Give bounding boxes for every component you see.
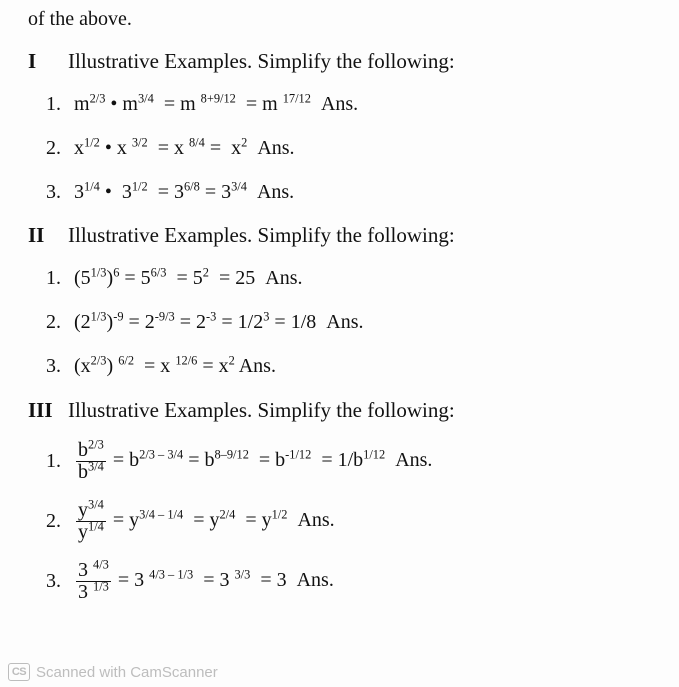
scanner-footer-text: Scanned with CamScanner (36, 664, 218, 681)
item-body: b2/3b3/4 = b2/3 – 3/4 = b8–9/12 = b-1/12… (74, 440, 432, 483)
item-number: 2. (46, 508, 74, 535)
item-body: 31/4 • 31/2 = 36/8 = 33/4 Ans. (74, 179, 294, 206)
list-item: 1. m2/3 • m3/4 = m 8+9/12 = m 17/12 Ans. (46, 89, 651, 119)
section-heading-3: III Illustrative Examples. Simplify the … (28, 396, 651, 424)
section-heading-2: II Illustrative Examples. Simplify the f… (28, 221, 651, 249)
list-item: 1. b2/3b3/4 = b2/3 – 3/4 = b8–9/12 = b-1… (46, 438, 651, 484)
section-title: Illustrative Examples. Simplify the foll… (68, 221, 455, 249)
list-item: 2. (21/3)-9 = 2-9/3 = 2-3 = 1/23 = 1/8 A… (46, 308, 651, 338)
top-fragment: of the above. (28, 6, 651, 33)
item-body: (21/3)-9 = 2-9/3 = 2-3 = 1/23 = 1/8 Ans. (74, 309, 363, 336)
camscanner-icon: CS (8, 663, 30, 681)
item-body: y3/4y1/4 = y3/4 – 1/4 = y2/4 = y1/2 Ans. (74, 500, 335, 543)
list-item: 1. (51/3)6 = 56/3 = 52 = 25 Ans. (46, 264, 651, 294)
item-number: 3. (46, 568, 74, 595)
item-number: 1. (46, 91, 74, 118)
list-item: 3. (x2/3) 6/2 = x 12/6 = x2 Ans. (46, 352, 651, 382)
item-body: 3 4/33 1/3 = 3 4/3 – 1/3 = 3 3/3 = 3 Ans… (74, 560, 334, 603)
section-number: II (28, 221, 68, 249)
section-title: Illustrative Examples. Simplify the foll… (68, 47, 455, 75)
item-number: 2. (46, 135, 74, 162)
item-number: 1. (46, 448, 74, 475)
list-item: 2. x1/2 • x 3/2 = x 8/4 = x2 Ans. (46, 133, 651, 163)
item-body: m2/3 • m3/4 = m 8+9/12 = m 17/12 Ans. (74, 91, 358, 118)
item-body: (51/3)6 = 56/3 = 52 = 25 Ans. (74, 265, 303, 292)
item-number: 2. (46, 309, 74, 336)
item-number: 3. (46, 353, 74, 380)
item-body: x1/2 • x 3/2 = x 8/4 = x2 Ans. (74, 135, 295, 162)
scanner-footer: CS Scanned with CamScanner (0, 659, 679, 687)
page: of the above. I Illustrative Examples. S… (0, 0, 679, 604)
section-number: I (28, 47, 68, 75)
item-number: 1. (46, 265, 74, 292)
section-title: Illustrative Examples. Simplify the foll… (68, 396, 455, 424)
list-item: 3. 3 4/33 1/3 = 3 4/3 – 1/3 = 3 3/3 = 3 … (46, 558, 651, 604)
list-item: 2. y3/4y1/4 = y3/4 – 1/4 = y2/4 = y1/2 A… (46, 498, 651, 544)
section-heading-1: I Illustrative Examples. Simplify the fo… (28, 47, 651, 75)
section-number: III (28, 396, 68, 424)
item-number: 3. (46, 179, 74, 206)
item-body: (x2/3) 6/2 = x 12/6 = x2 Ans. (74, 353, 276, 380)
list-item: 3. 31/4 • 31/2 = 36/8 = 33/4 Ans. (46, 177, 651, 207)
